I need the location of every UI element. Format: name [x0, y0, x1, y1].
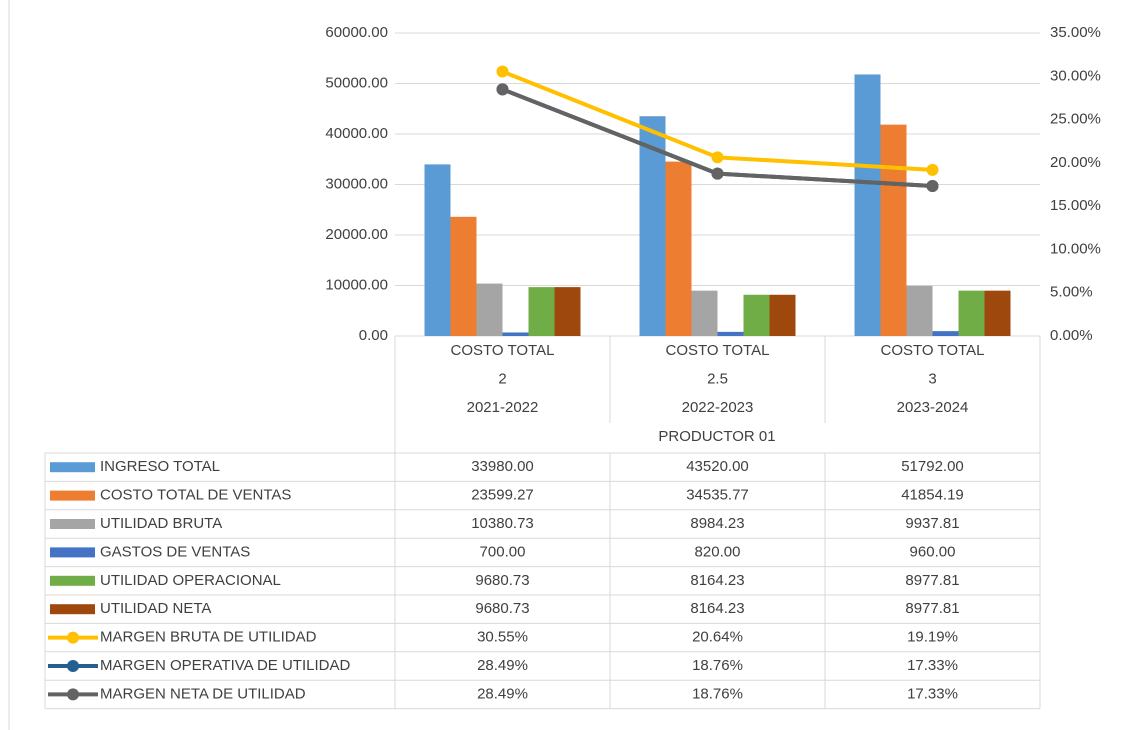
legend-label: MARGEN NETA DE UTILIDAD — [100, 685, 306, 702]
line-marker — [926, 163, 939, 176]
legend-key — [50, 490, 95, 501]
x-tick-label: 2021-2022 — [467, 399, 539, 416]
table-cell: 18.76% — [692, 685, 743, 702]
table-cell: 8977.81 — [905, 572, 959, 589]
x-tick-label: COSTO TOTAL — [666, 342, 770, 359]
bar — [932, 331, 959, 336]
line-marker — [926, 179, 939, 192]
table-cell: 19.19% — [907, 629, 958, 646]
bar — [476, 283, 503, 336]
bar — [424, 164, 451, 336]
table-cell: 960.00 — [910, 543, 956, 560]
x-tick-label: 2 — [498, 370, 506, 387]
bar — [854, 74, 881, 336]
y2-tick-label: 30.00% — [1050, 67, 1101, 84]
legend-label: MARGEN BRUTA DE UTILIDAD — [100, 629, 317, 646]
line-marker — [496, 83, 509, 96]
table-cell: 8984.23 — [690, 515, 744, 532]
bar — [717, 331, 744, 336]
table-cell: 20.64% — [692, 629, 743, 646]
bar — [880, 124, 907, 336]
table-cell: 17.33% — [907, 685, 958, 702]
table-cell: 9937.81 — [905, 515, 959, 532]
legend-label: UTILIDAD OPERACIONAL — [100, 572, 281, 589]
bar — [665, 161, 692, 336]
table-cell: 43520.00 — [686, 458, 749, 475]
table-cell: 9680.73 — [475, 572, 529, 589]
legend-label: UTILIDAD BRUTA — [100, 515, 222, 532]
table-cell: 10380.73 — [471, 515, 534, 532]
line-marker — [711, 167, 724, 180]
legend-label: COSTO TOTAL DE VENTAS — [100, 487, 291, 504]
legend-key — [50, 519, 95, 529]
y-tick-label: 20000.00 — [325, 226, 388, 243]
legend-key — [67, 660, 79, 672]
legend-label: GASTOS DE VENTAS — [100, 543, 250, 560]
table-cell: 9680.73 — [475, 600, 529, 617]
x-tick-label: 2.5 — [707, 370, 728, 387]
line-marker — [496, 65, 509, 78]
y2-tick-label: 15.00% — [1050, 197, 1101, 214]
table-cell: 8164.23 — [690, 600, 744, 617]
y2-tick-label: 20.00% — [1050, 154, 1101, 171]
legend-key — [50, 604, 95, 615]
line-marker — [711, 151, 724, 164]
table-cell: 820.00 — [695, 543, 741, 560]
legend-key — [67, 631, 79, 644]
bar — [528, 287, 555, 336]
bar — [984, 290, 1011, 336]
y-tick-label: 0.00 — [359, 327, 388, 344]
y2-tick-label: 10.00% — [1050, 240, 1101, 257]
bar — [906, 285, 933, 336]
table-cell: 30.55% — [477, 629, 528, 646]
legend-key — [50, 547, 95, 558]
x-tick-label: 3 — [928, 370, 936, 387]
bar — [691, 290, 718, 336]
table-cell: 17.33% — [907, 657, 958, 674]
y-tick-label: 60000.00 — [325, 24, 388, 41]
legend-key — [50, 575, 95, 586]
table-cell: 28.49% — [477, 685, 528, 702]
y-tick-label: 50000.00 — [325, 74, 388, 91]
group-label: PRODUCTOR 01 — [658, 428, 775, 445]
x-tick-label: 2022-2023 — [682, 399, 754, 416]
y2-tick-label: 35.00% — [1050, 24, 1101, 41]
table-cell: 8977.81 — [905, 600, 959, 617]
bar — [958, 290, 985, 336]
table-cell: 18.76% — [692, 657, 743, 674]
y-tick-label: 10000.00 — [325, 276, 388, 293]
bar — [554, 287, 581, 336]
y2-tick-label: 5.00% — [1050, 284, 1093, 301]
table-cell: 28.49% — [477, 657, 528, 674]
table-cell: 23599.27 — [471, 487, 534, 504]
y-tick-label: 30000.00 — [325, 175, 388, 192]
table-cell: 700.00 — [480, 543, 526, 560]
table-cell: 34535.77 — [686, 487, 749, 504]
x-tick-label: COSTO TOTAL — [881, 342, 985, 359]
table-cell: 51792.00 — [901, 458, 964, 475]
bar — [769, 294, 796, 336]
bar — [743, 294, 770, 336]
table-cell: 8164.23 — [690, 572, 744, 589]
y-tick-label: 40000.00 — [325, 125, 388, 142]
legend-label: MARGEN OPERATIVA DE UTILIDAD — [100, 657, 350, 674]
x-tick-label: 2023-2024 — [897, 399, 969, 416]
table-cell: 41854.19 — [901, 487, 964, 504]
y2-tick-label: 25.00% — [1050, 111, 1101, 128]
legend-label: UTILIDAD NETA — [100, 600, 211, 617]
x-tick-label: COSTO TOTAL — [451, 342, 555, 359]
legend-label: INGRESO TOTAL — [100, 458, 220, 475]
legend-key — [67, 688, 79, 701]
bar — [450, 216, 477, 336]
legend-key — [50, 462, 95, 473]
table-cell: 33980.00 — [471, 458, 534, 475]
bar — [502, 332, 529, 336]
y2-tick-label: 0.00% — [1050, 327, 1093, 344]
